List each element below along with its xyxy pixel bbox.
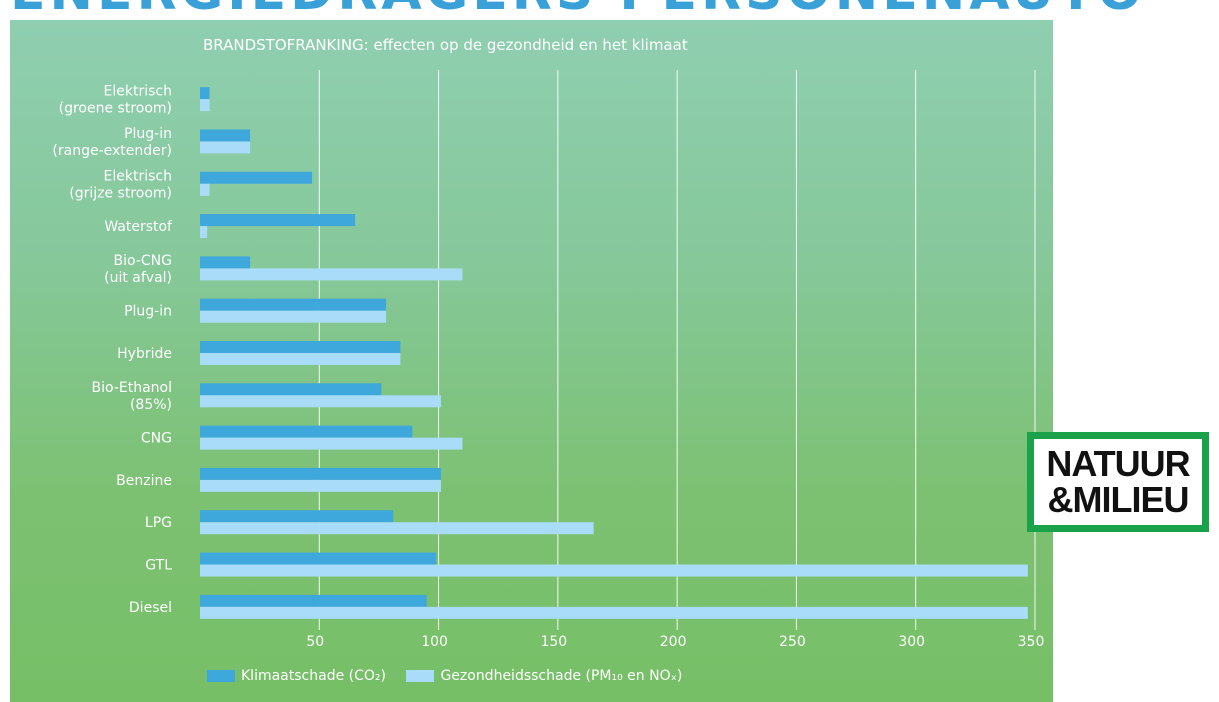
bar — [200, 437, 463, 450]
bar — [200, 87, 210, 100]
bar — [200, 425, 413, 438]
category-label: Elektrisch — [104, 168, 172, 184]
bar — [200, 564, 1028, 577]
legend-item-gezondheid: Gezondheidsschade (PM₁₀ en NOₓ) — [406, 668, 682, 684]
category-label: GTL — [145, 558, 172, 574]
header-title: ENERGIEDRAGERS PERSONENAUTO — [10, 0, 1146, 22]
x-tick-label: 100 — [421, 634, 448, 650]
bar — [200, 171, 313, 184]
category-label: Bio-CNG — [114, 253, 172, 269]
logo-line-1: NATUUR — [1046, 443, 1190, 484]
category-label: Elektrisch — [104, 84, 172, 100]
legend-item-klimaat: Klimaatschade (CO₂) — [207, 668, 386, 684]
x-tick-label: 150 — [540, 634, 567, 650]
legend-swatch-klimaat — [207, 670, 235, 682]
x-tick-label: 200 — [660, 634, 687, 650]
category-label: (groene stroom) — [59, 101, 172, 117]
bar — [200, 298, 387, 311]
bar — [200, 129, 251, 142]
bar — [200, 606, 1028, 619]
bar — [200, 383, 382, 396]
chart-panel — [10, 20, 1053, 702]
x-tick-label: 50 — [306, 634, 324, 650]
bar — [200, 594, 427, 607]
category-label: (85%) — [130, 397, 172, 413]
bar — [200, 552, 437, 565]
legend-label-klimaat: Klimaatschade (CO₂) — [241, 668, 386, 684]
category-label: (uit afval) — [104, 270, 172, 286]
category-label: Bio-Ethanol — [92, 380, 173, 396]
category-label: Waterstof — [104, 219, 173, 235]
bar — [200, 479, 441, 492]
bar — [200, 268, 463, 281]
legend-label-gezondheid: Gezondheidsschade (PM₁₀ en NOₓ) — [440, 668, 683, 684]
category-label: Benzine — [116, 473, 172, 489]
bar — [200, 522, 594, 535]
bar — [200, 341, 401, 353]
bar — [200, 353, 401, 365]
category-label: (grijze stroom) — [69, 185, 172, 201]
category-label: (range-extender) — [52, 143, 172, 159]
bar — [200, 226, 208, 239]
bar — [200, 256, 251, 269]
chart-title: BRANDSTOFRANKING: effecten op de gezondh… — [203, 36, 688, 54]
category-label: Hybride — [117, 346, 172, 362]
bar — [200, 141, 251, 154]
x-tick-label: 300 — [898, 634, 925, 650]
category-label: LPG — [145, 515, 172, 531]
x-tick-label: 250 — [779, 634, 806, 650]
x-tick-label: 350 — [1018, 634, 1045, 650]
legend: Klimaatschade (CO₂) Gezondheidsschade (P… — [207, 668, 698, 686]
legend-swatch-gezondheid — [406, 670, 435, 682]
category-label: Diesel — [129, 600, 172, 616]
category-label: CNG — [141, 431, 172, 447]
bar — [200, 467, 441, 480]
category-label: Plug-in — [124, 126, 172, 142]
logo-line-2: &MILIEU — [1047, 479, 1190, 520]
bar — [200, 183, 210, 196]
bar — [200, 510, 394, 523]
category-label: Plug-in — [124, 304, 172, 320]
bar — [200, 214, 356, 227]
bar — [200, 99, 210, 112]
bar — [200, 310, 387, 323]
bar — [200, 395, 441, 408]
natuur-milieu-logo: NATUUR &MILIEU — [1027, 432, 1209, 532]
